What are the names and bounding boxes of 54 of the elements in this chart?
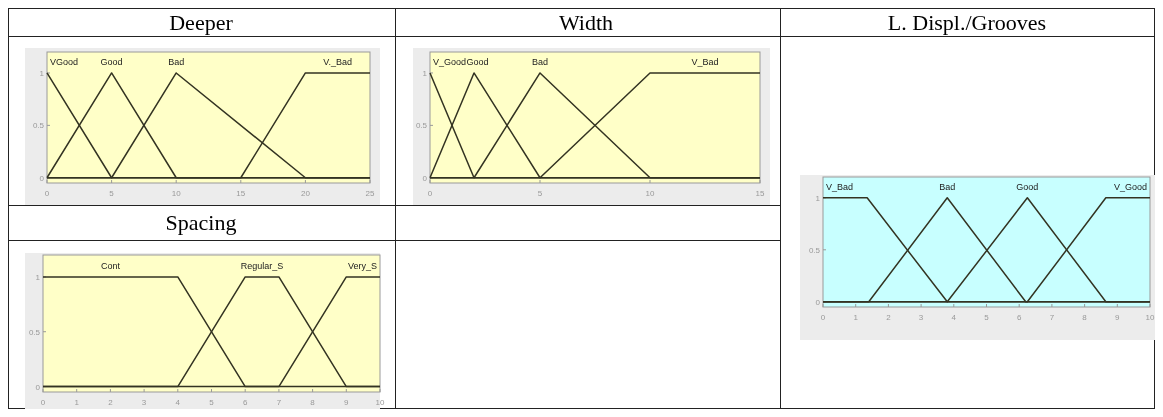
series-label: Bad bbox=[531, 56, 549, 67]
x-tick-label: 1 bbox=[74, 398, 80, 407]
chart-title: Deeper bbox=[169, 10, 234, 35]
x-tick-label: 10 bbox=[1145, 313, 1155, 322]
x-tick-label: 9 bbox=[344, 398, 350, 407]
x-tick-label: 8 bbox=[1082, 313, 1088, 322]
x-tick-label: 2 bbox=[886, 313, 892, 322]
x-tick-label: 6 bbox=[1016, 313, 1022, 322]
series-label: Bad bbox=[168, 56, 185, 67]
y-tick-label: 0.5 bbox=[808, 245, 821, 255]
series-label: V_Good bbox=[1113, 181, 1147, 192]
x-tick-label: 9 bbox=[1115, 313, 1121, 322]
x-tick-label: 5 bbox=[984, 313, 990, 322]
x-tick-label: 7 bbox=[276, 398, 282, 407]
x-tick-label: 5 bbox=[209, 398, 215, 407]
series-label: V._Bad bbox=[323, 56, 353, 67]
series-label: V_Bad bbox=[691, 56, 719, 67]
x-tick-label: 3 bbox=[141, 398, 147, 407]
x-tick-label: 1 bbox=[853, 313, 859, 322]
x-tick-label: 7 bbox=[1049, 313, 1055, 322]
series-label: Cont bbox=[100, 260, 121, 271]
x-tick-label: 25 bbox=[365, 189, 375, 198]
x-tick-label: 5 bbox=[109, 189, 115, 198]
x-tick-label: 6 bbox=[242, 398, 248, 407]
y-tick-label: 0.5 bbox=[415, 121, 428, 131]
y-tick-label: 1 bbox=[39, 68, 45, 78]
series-label: V_Bad bbox=[826, 181, 854, 192]
x-tick-label: 15 bbox=[755, 189, 765, 198]
y-tick-label: 1 bbox=[422, 68, 428, 78]
x-tick-label: 20 bbox=[300, 189, 311, 198]
x-tick-label: 8 bbox=[310, 398, 316, 407]
series-label: Very_S bbox=[347, 260, 377, 271]
x-tick-label: 15 bbox=[236, 189, 246, 198]
series-label: Good bbox=[100, 56, 123, 67]
x-tick-label: 4 bbox=[175, 398, 181, 407]
chart-title: Spacing bbox=[165, 210, 237, 235]
series-label: V_Good bbox=[433, 56, 467, 67]
y-tick-label: 1 bbox=[35, 272, 41, 282]
x-tick-label: 10 bbox=[645, 189, 655, 198]
x-tick-label: 4 bbox=[951, 313, 957, 322]
y-tick-label: 0.5 bbox=[32, 121, 45, 131]
series-label: VGood bbox=[50, 56, 79, 67]
x-tick-label: 10 bbox=[171, 189, 182, 198]
series-label: Good bbox=[466, 56, 489, 67]
series-label: Bad bbox=[939, 181, 956, 192]
chart-title: L. Displ./Grooves bbox=[887, 10, 1047, 35]
x-tick-label: 5 bbox=[537, 189, 543, 198]
x-tick-label: 3 bbox=[918, 313, 924, 322]
chart-title: Width bbox=[558, 10, 614, 35]
y-tick-label: 0.5 bbox=[28, 327, 41, 337]
x-tick-label: 2 bbox=[108, 398, 114, 407]
x-tick-label: 10 bbox=[375, 398, 385, 407]
series-label: Good bbox=[1016, 181, 1039, 192]
series-label: Regular_S bbox=[240, 260, 284, 271]
